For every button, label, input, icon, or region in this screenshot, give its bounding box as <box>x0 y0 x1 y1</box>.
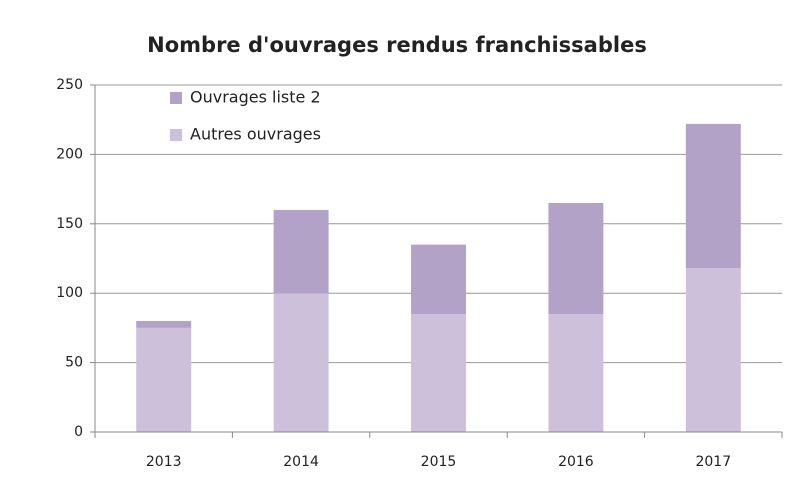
y-tick-label: 0 <box>74 424 83 440</box>
y-tick-label: 250 <box>56 77 83 93</box>
bar-segment <box>685 123 741 269</box>
legend-swatch <box>170 92 182 104</box>
bar-segment <box>548 314 604 432</box>
y-tick-label: 100 <box>56 285 83 301</box>
bar-segment <box>136 327 192 432</box>
legend-label: Ouvrages liste 2 <box>190 88 321 107</box>
bar-segment <box>548 202 604 315</box>
bar-segment <box>136 320 192 328</box>
chart-title: Nombre d'ouvrages rendus franchissables <box>147 33 647 57</box>
x-tick-label: 2015 <box>421 454 457 470</box>
x-tick-label: 2016 <box>558 454 594 470</box>
y-tick-label: 150 <box>56 216 83 232</box>
legend-label: Autres ouvrages <box>190 125 321 144</box>
y-tick-label: 200 <box>56 146 83 162</box>
y-tick-label: 50 <box>65 355 83 371</box>
legend-swatch <box>170 129 182 141</box>
bar-segment <box>273 293 329 432</box>
bar-segment <box>685 268 741 432</box>
bar-segment <box>411 244 466 315</box>
x-tick-label: 2014 <box>283 454 319 470</box>
x-tick-label: 2013 <box>146 454 182 470</box>
bar-segment <box>411 314 466 432</box>
x-tick-label: 2017 <box>695 454 731 470</box>
bar-segment <box>273 209 329 294</box>
